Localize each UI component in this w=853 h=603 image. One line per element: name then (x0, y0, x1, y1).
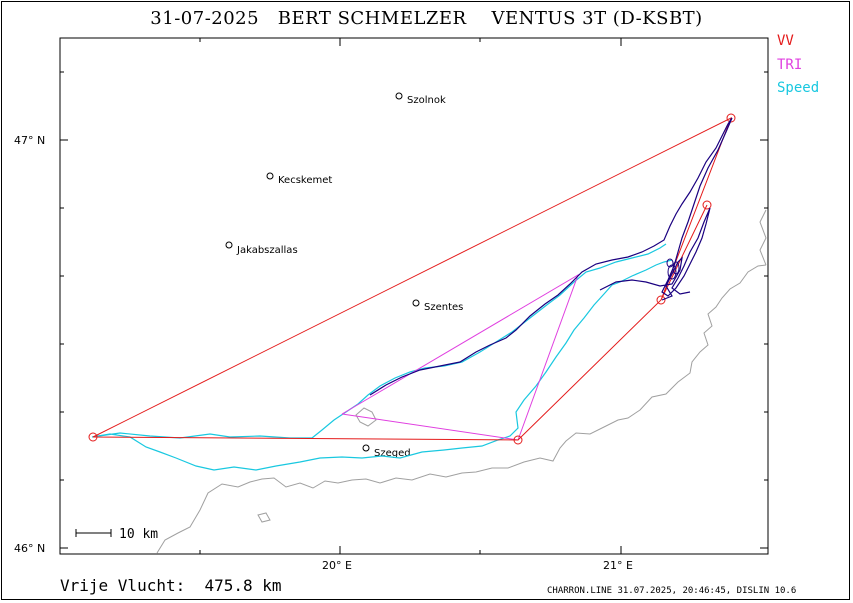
turnpoint-icon (88, 432, 98, 442)
town-szeged: Szeged (362, 444, 411, 459)
lon-ticks (199, 38, 622, 554)
town-label: Szeged (374, 448, 411, 459)
turnpoint-icon (726, 113, 736, 123)
flight-date: 31-07-2025 (150, 8, 260, 29)
town-marker-icon (412, 299, 420, 307)
result-value: 475.8 km (204, 576, 282, 595)
town-marker-icon (266, 172, 274, 180)
result-label: Vrije Vlucht: (60, 576, 186, 595)
scale-bar-label: 10 km (119, 527, 158, 542)
town-marker-icon (362, 444, 370, 452)
town-marker-icon (225, 241, 233, 249)
town-label: Kecskemet (278, 175, 332, 186)
town-marker-icon (395, 92, 403, 100)
result-summary: Vrije Vlucht: 475.8 km (60, 576, 282, 595)
glider-name: VENTUS 3T (D-KSBT) (491, 8, 703, 29)
border-inner (355, 407, 377, 427)
border-south (156, 264, 767, 554)
plot-area (59, 37, 769, 555)
turnpoint-icon (656, 295, 666, 305)
lat-label-46: 46° N (14, 542, 45, 555)
thermal-cluster (666, 258, 680, 280)
tri-task (341, 273, 579, 441)
town-szentes: Szentes (412, 299, 463, 313)
town-jakabszallas: Jakabszallas (225, 241, 298, 256)
border-east (759, 209, 767, 266)
turnpoint-icon (702, 200, 712, 210)
speed-track (91, 243, 673, 471)
pilot-name: BERT SCHMELZER (277, 8, 467, 29)
turnpoint-markers (88, 113, 736, 445)
town-szolnok: Szolnok (395, 92, 446, 106)
legend-vv: VV (777, 33, 794, 49)
border-islet (257, 512, 271, 523)
flight-track (369, 117, 733, 396)
lat-ticks (60, 71, 768, 549)
lon-label-21: 21° E (603, 559, 633, 572)
town-kecskemet: Kecskemet (266, 172, 332, 186)
map-title: 31-07-2025 BERT SCHMELZER VENTUS 3T (D-K… (0, 8, 853, 29)
town-label: Jakabszallas (236, 245, 298, 256)
legend-tri: TRI (777, 57, 803, 73)
town-label: Szentes (424, 302, 463, 313)
lon-label-20: 20° E (322, 559, 352, 572)
lat-label-47: 47° N (14, 134, 45, 147)
scale-bar: 10 km (75, 527, 158, 542)
credit-line: CHARRON.LINE 31.07.2025, 20:46:45, DISLI… (547, 586, 797, 596)
legend-speed: Speed (777, 80, 820, 96)
vv-route (92, 116, 732, 441)
town-label: Szolnok (407, 95, 446, 106)
turnpoint-icon (513, 435, 523, 445)
